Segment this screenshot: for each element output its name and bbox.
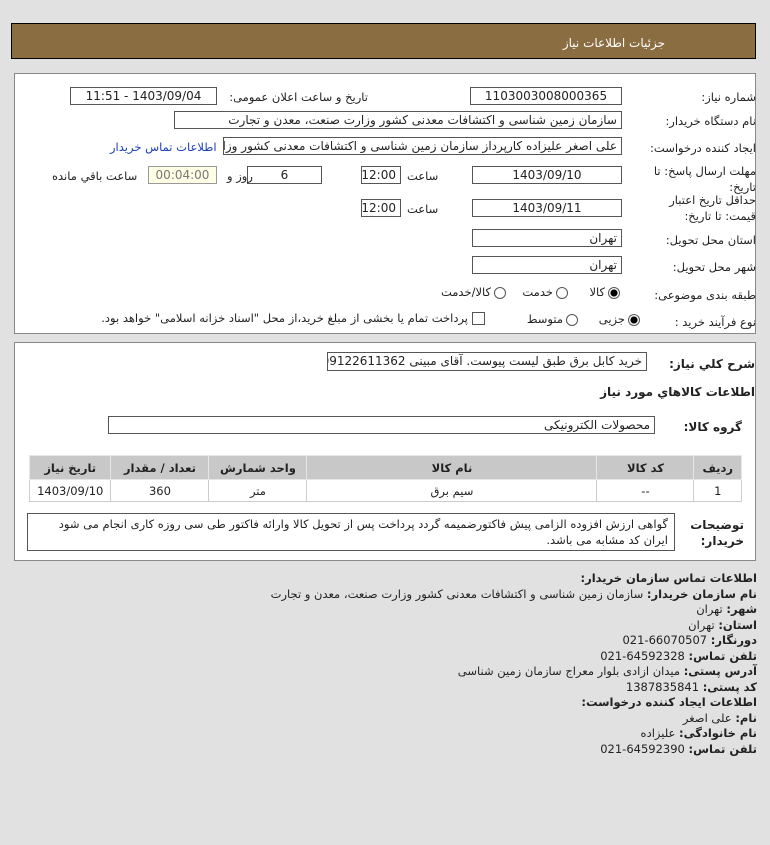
province-label: استان محل تحویل: bbox=[665, 233, 756, 247]
buyer-notes-field: گواهی ارزش افزوده الزامی پیش فاکتورضمیمه… bbox=[27, 513, 675, 551]
radio-icon bbox=[494, 286, 506, 299]
contact-phone: تلفن تماس: 64592328-021 bbox=[600, 648, 757, 663]
radio-selected-icon bbox=[608, 286, 620, 299]
creator-phone: تلفن تماس: 64592390-021 bbox=[600, 741, 757, 756]
table-header-row: ردیف کد کالا نام کالا واحد شمارش تعداد /… bbox=[28, 455, 742, 480]
col-unit: واحد شمارش bbox=[208, 455, 308, 480]
radio-icon bbox=[556, 286, 568, 299]
cell-unit: متر bbox=[208, 479, 308, 502]
process-label: نوع فرآیند خرید : bbox=[674, 315, 756, 329]
validity-label-2: قیمت: تا تاریخ: bbox=[684, 209, 756, 223]
table-row: 1 -- سیم برق متر 360 1403/09/10 bbox=[28, 479, 742, 502]
contacts-heading: اطلاعات تماس سازمان خریدار: bbox=[580, 571, 757, 585]
cell-qty: 360 bbox=[110, 479, 210, 502]
buyer-notes-label: توضیحات bbox=[690, 518, 744, 532]
contact-province: استان: تهران bbox=[688, 617, 757, 632]
days-field[interactable]: 6 bbox=[247, 166, 322, 184]
contact-city: شهر: تهران bbox=[696, 602, 757, 616]
process-radio-minor[interactable]: جزیی bbox=[599, 312, 640, 326]
treasury-payment-checkbox[interactable]: پرداخت تمام یا بخشی از مبلغ خرید،از محل … bbox=[101, 311, 485, 325]
category-radio-service[interactable]: خدمت bbox=[522, 285, 568, 299]
category-radio-goods[interactable]: کالا bbox=[589, 285, 620, 299]
radio-selected-icon bbox=[628, 313, 640, 326]
city-field[interactable]: تهران bbox=[472, 256, 622, 274]
remaining-label: ساعت باقي مانده bbox=[52, 169, 138, 183]
page-title: جزئیات اطلاعات نیاز bbox=[11, 23, 756, 59]
announce-label: تاریخ و ساعت اعلان عمومی: bbox=[229, 90, 368, 104]
creator-heading: اطلاعات ایجاد کننده درخواست: bbox=[581, 695, 757, 709]
buyer-org-field[interactable]: سازمان زمین شناسی و اکتشافات معدنی کشور … bbox=[174, 111, 622, 129]
deadline-label-2: تاریخ: bbox=[729, 180, 756, 194]
need-description-field[interactable]: خرید کابل برق طبق لیست پیوست. آقای مبینی… bbox=[327, 352, 647, 371]
deadline-time-label: ساعت bbox=[407, 169, 439, 183]
need-number-field[interactable]: 1103003008000365 bbox=[470, 87, 622, 105]
creator-field[interactable]: علی اصغر علیزاده کارپرداز سازمان زمین شن… bbox=[223, 137, 622, 155]
validity-time-field[interactable]: 12:00 bbox=[361, 199, 401, 217]
cell-row: 1 bbox=[693, 479, 742, 502]
cell-name: سیم برق bbox=[306, 479, 598, 502]
remaining-time-field: 00:04:00 bbox=[148, 166, 217, 184]
creator-label: ایجاد کننده درخواست: bbox=[650, 141, 756, 155]
creator-name: نام: علی اصغر bbox=[682, 710, 757, 725]
col-name: نام کالا bbox=[306, 455, 598, 480]
validity-date-field[interactable]: 1403/09/11 bbox=[472, 199, 622, 217]
radio-icon bbox=[566, 313, 578, 326]
buyer-contact-info: اطلاعات تماس سازمان خریدار: نام سازمان خ… bbox=[271, 571, 757, 757]
category-radio-goods-service[interactable]: کالا/خدمت bbox=[441, 285, 506, 299]
deadline-date-field[interactable]: 1403/09/10 bbox=[472, 166, 622, 184]
buyer-org-label: نام دستگاه خریدار: bbox=[665, 114, 756, 128]
process-radio-medium[interactable]: متوسط bbox=[527, 312, 578, 326]
cell-code: -- bbox=[596, 479, 695, 502]
col-qty: تعداد / مقدار bbox=[110, 455, 210, 480]
province-field[interactable]: تهران bbox=[472, 229, 622, 247]
city-label: شهر محل تحویل: bbox=[672, 260, 756, 274]
deadline-time-field[interactable]: 12:00 bbox=[361, 166, 401, 184]
buyer-contact-link[interactable]: اطلاعات تماس خریدار bbox=[110, 140, 217, 154]
contact-fax: دورنگار: 66070507-021 bbox=[622, 633, 757, 647]
checkbox-icon bbox=[472, 312, 485, 325]
days-label: روز و bbox=[227, 169, 253, 183]
need-description-label: شرح كلي نياز: bbox=[669, 357, 755, 371]
need-number-label: شماره نیاز: bbox=[701, 90, 756, 104]
validity-label: حداقل تاریخ اعتبار bbox=[669, 193, 756, 207]
goods-heading: اطلاعات كالاهاي مورد نياز bbox=[600, 385, 755, 399]
cell-date: 1403/09/10 bbox=[28, 479, 112, 502]
col-date: تاریخ نیاز bbox=[28, 455, 112, 480]
contact-postal: کد پستی: 1387835841 bbox=[625, 679, 757, 694]
goods-group-label: گروه کالا: bbox=[683, 420, 742, 434]
buyer-notes-label-2: خریدار: bbox=[700, 534, 744, 548]
col-row: ردیف bbox=[693, 455, 742, 480]
announce-field[interactable]: 1403/09/04 - 11:51 bbox=[70, 87, 217, 105]
contact-address: آدرس پستی: میدان ازادی بلوار معراج سازما… bbox=[457, 664, 757, 678]
validity-time-label: ساعت bbox=[407, 202, 439, 216]
deadline-label: مهلت ارسال پاسخ: تا bbox=[653, 164, 756, 178]
col-code: کد کالا bbox=[596, 455, 695, 480]
creator-family: نام خانوادگی: علیزاده bbox=[640, 726, 757, 740]
category-label: طبقه بندی موضوعی: bbox=[654, 288, 756, 302]
goods-group-field[interactable]: محصولات الکترونیکی bbox=[108, 416, 655, 434]
contact-org: نام سازمان خریدار: سازمان زمین شناسی و ا… bbox=[270, 586, 757, 601]
goods-table: ردیف کد کالا نام کالا واحد شمارش تعداد /… bbox=[28, 455, 742, 502]
